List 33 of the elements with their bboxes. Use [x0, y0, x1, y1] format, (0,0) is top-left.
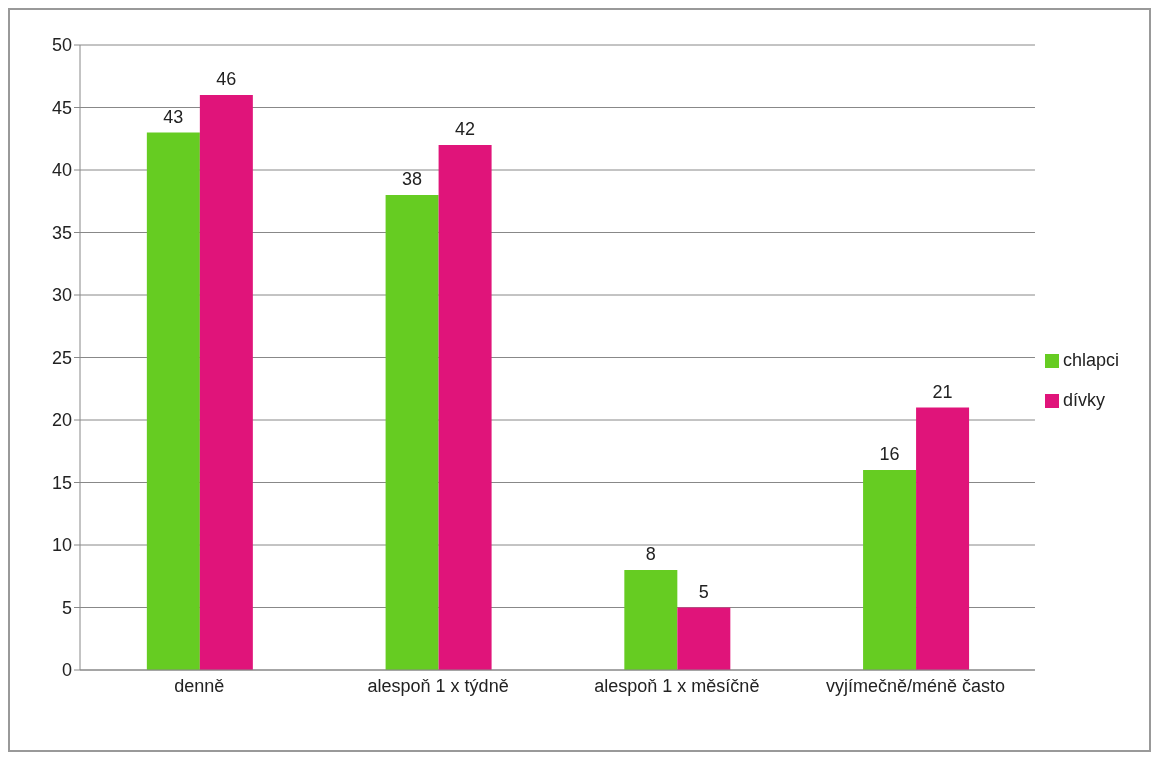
legend-label: dívky	[1062, 390, 1105, 410]
y-tick-label: 0	[61, 660, 72, 681]
legend-label: chlapci	[1062, 350, 1119, 370]
bar	[916, 407, 970, 670]
y-tick-label: 5	[61, 597, 72, 618]
bar	[624, 570, 678, 670]
x-tick-label: alespoň 1 x měsíčně	[594, 676, 760, 696]
bar	[146, 132, 200, 670]
y-tick-label: 30	[51, 285, 72, 306]
x-tick-label: alespoň 1 x týdně	[367, 676, 509, 696]
bar	[385, 195, 439, 670]
bar	[199, 95, 253, 670]
y-tick-label: 40	[51, 160, 72, 181]
data-label: 42	[455, 119, 476, 139]
bar	[677, 607, 731, 670]
y-tick-label: 10	[51, 535, 72, 556]
data-label: 8	[645, 544, 656, 564]
data-label: 43	[163, 106, 184, 127]
y-tick-label: 45	[51, 97, 72, 118]
bar	[438, 145, 492, 670]
x-tick-label: vyjímečně/méně často	[826, 676, 1006, 696]
x-tick-label: denně	[174, 676, 225, 696]
y-tick-label: 25	[51, 347, 72, 368]
y-tick-label: 50	[51, 35, 72, 56]
data-label: 38	[402, 169, 423, 189]
y-tick-label: 15	[51, 472, 72, 493]
data-label: 46	[216, 69, 237, 89]
bar	[863, 470, 917, 670]
y-tick-label: 20	[51, 410, 72, 431]
y-tick-label: 35	[51, 222, 72, 243]
data-label: 16	[879, 444, 900, 464]
data-label: 5	[698, 581, 709, 602]
data-label: 21	[932, 381, 953, 402]
